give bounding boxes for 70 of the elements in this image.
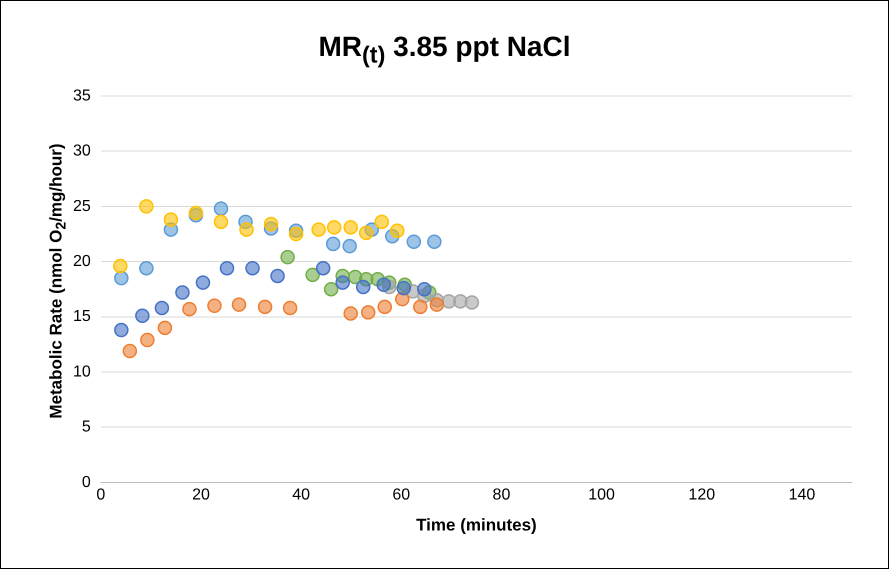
- point: [396, 280, 412, 296]
- point: [316, 260, 330, 276]
- x-tick-label: 100: [588, 486, 616, 504]
- x-axis-title: Time (minutes): [416, 515, 537, 534]
- x-tick-label: 80: [492, 486, 510, 504]
- point: [343, 220, 358, 235]
- point: [342, 238, 357, 254]
- point: [114, 270, 129, 286]
- chart-title: MR$_{(t)}$ 3.85 ppt NaCl: [317, 31, 572, 69]
- point: [406, 234, 422, 249]
- y-tick-label: 10: [73, 363, 91, 380]
- point: [158, 320, 172, 336]
- point: [360, 305, 376, 320]
- point: [374, 214, 389, 230]
- point: [378, 300, 392, 314]
- point: [114, 322, 129, 338]
- point: [239, 222, 254, 237]
- point: [140, 332, 155, 348]
- y-tick-label: 25: [73, 198, 91, 215]
- point: [358, 226, 374, 240]
- point: [282, 300, 298, 316]
- point: [245, 260, 260, 276]
- point: [196, 275, 210, 290]
- point: [139, 260, 154, 276]
- point: [113, 258, 128, 274]
- point: [214, 201, 228, 216]
- x-tick-label: 20: [192, 486, 210, 504]
- x-tick-label: 140: [788, 486, 816, 504]
- y-tick-label: 20: [73, 253, 91, 270]
- x-tick-label: 60: [392, 486, 410, 504]
- point: [175, 285, 190, 300]
- y-tick-label: 30: [73, 142, 91, 160]
- point: [413, 300, 428, 314]
- point: [288, 226, 304, 242]
- y-tick-label: 5: [82, 418, 91, 436]
- point: [164, 212, 178, 227]
- point: [122, 344, 138, 358]
- point: [280, 250, 295, 264]
- y-tick-label: 15: [73, 308, 91, 326]
- point: [453, 294, 468, 309]
- point: [305, 268, 320, 282]
- point: [207, 298, 222, 314]
- x-tick-label: 120: [688, 486, 716, 504]
- point: [356, 280, 370, 294]
- point: [326, 220, 342, 235]
- point: [270, 268, 285, 284]
- point: [214, 214, 228, 230]
- x-tick-label: 0: [96, 486, 106, 504]
- point: [430, 297, 444, 312]
- point: [417, 282, 432, 296]
- point: [343, 306, 358, 321]
- point: [427, 234, 442, 249]
- point: [376, 278, 391, 292]
- point: [335, 275, 350, 290]
- point: [326, 236, 340, 252]
- point: [139, 199, 154, 214]
- y-tick-label: 35: [73, 87, 91, 104]
- point: [135, 308, 150, 323]
- point: [390, 223, 405, 238]
- point: [311, 222, 326, 237]
- x-tick-label: 40: [292, 486, 310, 504]
- point: [220, 260, 234, 276]
- point: [264, 216, 278, 232]
- point: [232, 297, 246, 312]
- point: [324, 282, 338, 296]
- point: [464, 295, 480, 310]
- point: [182, 302, 197, 316]
- y-tick-label: 0: [82, 474, 91, 491]
- point: [154, 300, 170, 316]
- point: [258, 300, 272, 314]
